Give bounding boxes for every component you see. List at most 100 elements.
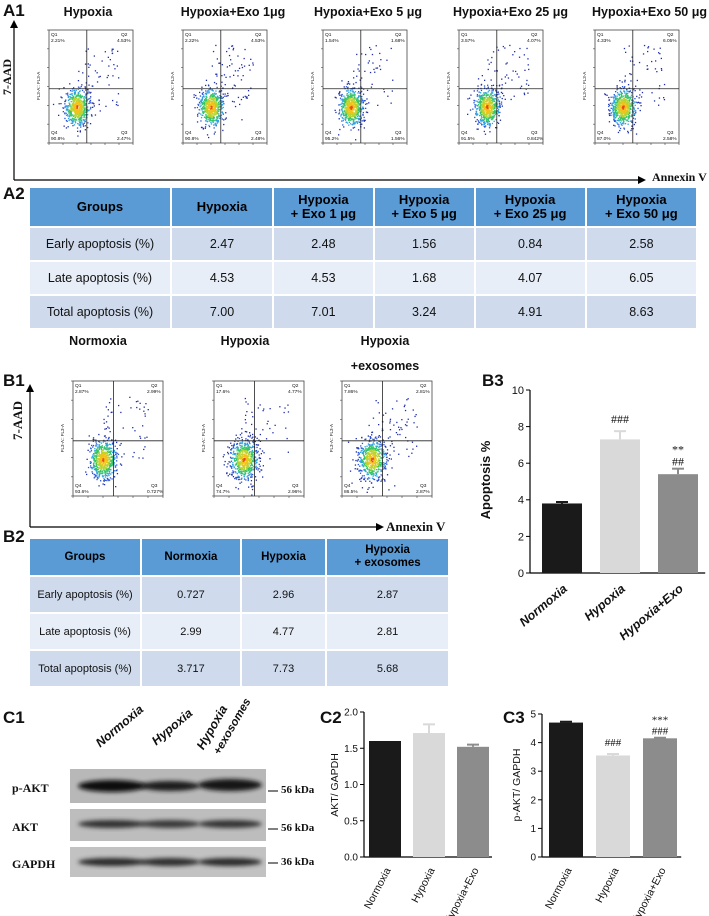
- a1-plot-title-4: Hypoxia+Exo 25 μg: [453, 5, 568, 19]
- significance-label: ###: [611, 412, 629, 426]
- table-cell: 4.53: [170, 260, 274, 296]
- a2-row-early: Early apoptosis (%) 2.47 2.48 1.56 0.84 …: [28, 226, 699, 262]
- y-tick-label: 1.0: [344, 780, 358, 791]
- b1-x-axis-label: Annexin V: [386, 519, 446, 534]
- quadrant-value-q2: 4.77%: [288, 389, 302, 395]
- b2-row-early: Early apoptosis (%) 0.727 2.96 2.87: [28, 575, 450, 614]
- b2-header-groups: Groups: [28, 537, 142, 577]
- plot-y-label: FL3-A:: FL3-A: [201, 424, 206, 452]
- quadrant-value-q2: 2.99%: [147, 389, 161, 395]
- wb-kda-ticks: [268, 790, 278, 864]
- a2-header-exo1: Hypoxia + Exo 1 μg: [272, 186, 375, 228]
- wb-kda-akt: 56 kDa: [281, 822, 315, 834]
- quadrant-label: Q3: [420, 483, 427, 489]
- a2-row-total: Total apoptosis (%) 7.00 7.01 3.24 4.91 …: [28, 294, 699, 330]
- y-tick-label: 0: [530, 853, 536, 864]
- western-blot-image: [70, 769, 266, 877]
- bar-normoxia: [542, 503, 582, 573]
- wb-band-akt-normoxia: [78, 820, 146, 828]
- table-cell: 7.01: [272, 294, 375, 330]
- table-cell: 4.07: [473, 260, 587, 296]
- panel-label-a1: A1: [3, 1, 25, 20]
- table-cell: Early apoptosis (%): [28, 575, 142, 614]
- panel-label-b2: B2: [3, 527, 25, 546]
- quadrant-label: Q2: [420, 383, 427, 389]
- quadrant-label: Q4: [75, 483, 82, 489]
- b2-header-hypoxia: Hypoxia: [239, 537, 328, 577]
- a1-plot-title-3: Hypoxia+Exo 5 μg: [313, 5, 423, 19]
- significance-label: ###: [605, 737, 622, 749]
- b2-header-normoxia: Normoxia: [140, 537, 242, 577]
- panel-label-b3: B3: [482, 371, 504, 390]
- quadrant-value-q2: 6.05%: [663, 38, 677, 44]
- table-cell: 2.58: [584, 226, 699, 262]
- panel-label-c1: C1: [3, 708, 25, 727]
- bar-hypoxia: [600, 439, 640, 573]
- quadrant-value-q2: 4.53%: [117, 38, 131, 44]
- x-category-label: Hypoxia+Exo: [629, 866, 669, 916]
- wb-row-label-gapdh: GAPDH: [12, 857, 56, 871]
- y-tick-label: 5: [530, 710, 536, 721]
- bar-hypoxia-exo: [658, 474, 698, 573]
- quadrant-label: Q4: [597, 130, 604, 136]
- b3-bar-chart: 0 2 4 6 8 10 Apoptosis % Normoxia ### Hypoxia ##**…: [478, 385, 706, 643]
- quadrant-label: Q1: [75, 383, 82, 389]
- table-cell: 1.68: [372, 260, 476, 296]
- a2-header-exo25: Hypoxia + Exo 25 μg: [473, 186, 587, 228]
- table-cell: 0.727: [140, 575, 242, 614]
- plot-y-label: FL3-A:: FL3-A: [582, 72, 587, 100]
- plot-y-label: FL3-A:: FL3-A: [170, 72, 175, 100]
- quadrant-value-q4: 86.5%: [344, 489, 358, 495]
- quadrant-value-q3: 2.87%: [416, 489, 430, 495]
- quadrant-label: Q4: [344, 483, 351, 489]
- quadrant-label: Q3: [667, 130, 674, 136]
- quadrant-label: Q1: [597, 32, 604, 38]
- b1-title-normoxia: Normoxia: [69, 334, 127, 348]
- wb-band-pakt-exo: [198, 779, 262, 791]
- b2-row-total: Total apoptosis (%) 3.717 7.73 5.68: [28, 649, 450, 688]
- x-category-label: Normoxia: [517, 582, 570, 630]
- b1-title-hypoxia-exo-1: Hypoxia: [360, 334, 410, 348]
- y-tick-label: 1.5: [344, 744, 358, 755]
- quadrant-value-q3: 0.727%: [147, 489, 164, 495]
- wb-band-gapdh-normoxia: [78, 858, 146, 866]
- y-tick-label: 10: [512, 385, 524, 397]
- x-category-label: Hypoxia+Exo: [617, 581, 687, 643]
- panel-label-c3: C3: [503, 708, 525, 727]
- quadrant-value-q4: 74.7%: [216, 489, 230, 495]
- quadrant-label: Q1: [344, 383, 351, 389]
- quadrant-value-q2: 1.68%: [391, 38, 405, 44]
- table-cell: Total apoptosis (%): [28, 649, 142, 688]
- bar-hypoxia: [413, 733, 445, 857]
- a2-row-late: Late apoptosis (%) 4.53 4.53 1.68 4.07 6…: [28, 260, 699, 296]
- quadrant-value-q4: 95.2%: [325, 136, 339, 142]
- table-cell: 7.00: [170, 294, 274, 330]
- significance-label: **: [672, 443, 684, 457]
- x-category-label: Hypoxia: [593, 866, 621, 905]
- quadrant-value-q4: 93.6%: [75, 489, 89, 495]
- wb-kda-pakt: 56 kDa: [281, 784, 315, 796]
- b2-header-hypoxia-exo: Hypoxia + exosomes: [325, 537, 450, 577]
- quadrant-label: Q3: [255, 130, 262, 136]
- table-cell: 2.47: [170, 226, 274, 262]
- a2-header-exo50: Hypoxia + Exo 50 μg: [584, 186, 699, 228]
- bar-normoxia: [369, 741, 401, 857]
- table-cell: 1.56: [372, 226, 476, 262]
- x-category-label: Hypoxia+Exo: [442, 866, 482, 916]
- table-cell: 2.96: [239, 575, 328, 614]
- table-cell: 4.91: [473, 294, 587, 330]
- table-cell: 5.68: [325, 649, 450, 688]
- table-cell: 4.53: [272, 260, 375, 296]
- x-category-label: Normoxia: [362, 866, 394, 911]
- y-tick-label: 4: [518, 495, 524, 507]
- wb-band-akt-exo: [198, 820, 262, 828]
- quadrant-label: Q2: [292, 383, 299, 389]
- table-cell: 3.717: [140, 649, 242, 688]
- wb-col-hypoxia: Hypoxia: [149, 706, 196, 748]
- table-cell: 2.81: [325, 612, 450, 651]
- quadrant-label: Q2: [395, 32, 402, 38]
- significance-label: ###: [652, 726, 669, 738]
